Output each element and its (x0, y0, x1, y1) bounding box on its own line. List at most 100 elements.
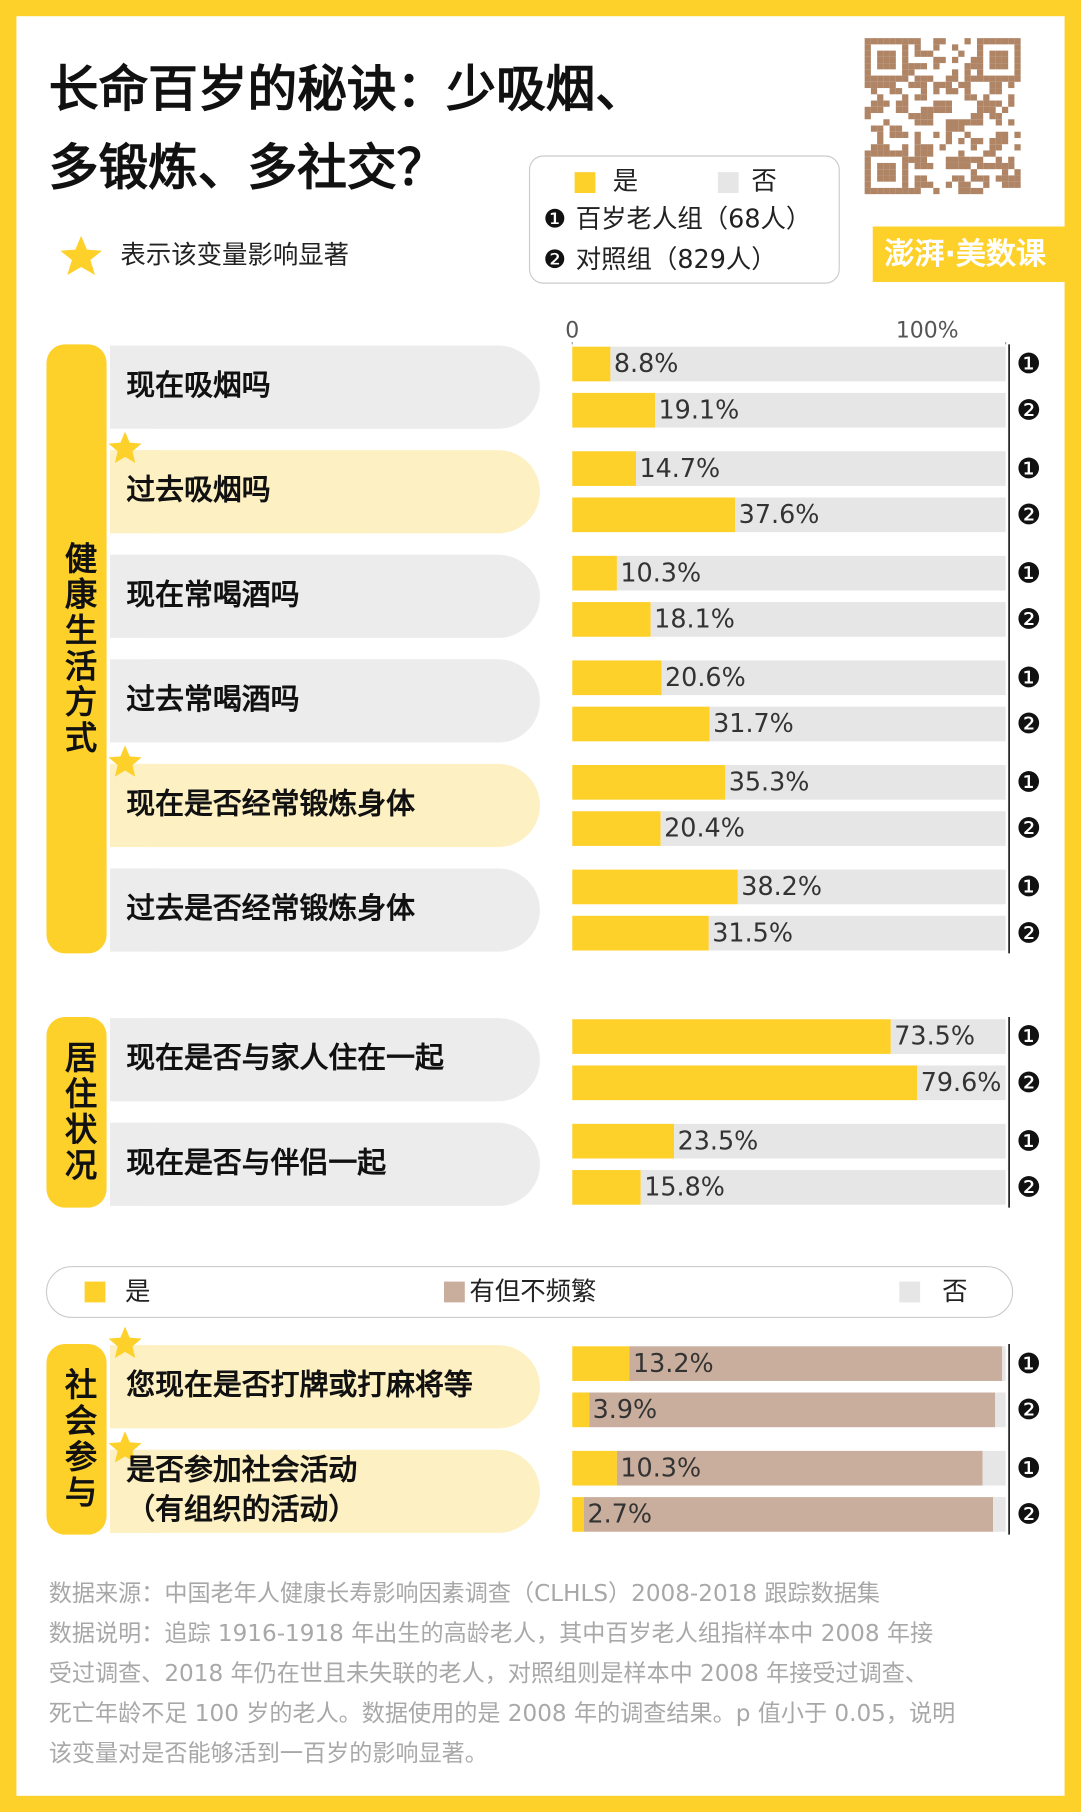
qr-cell (895, 187, 903, 195)
brand-box (872, 226, 1081, 282)
group-marker: ❷ (543, 244, 566, 274)
qr-cell (989, 137, 996, 145)
qr-cell (914, 156, 921, 163)
row-pill (110, 1345, 540, 1429)
title: 长命百岁的秘诀：少吸烟、 (49, 60, 645, 118)
qr-cell (877, 38, 884, 45)
qr-cell (870, 187, 878, 195)
section-band (46, 1016, 107, 1208)
qr-cell (920, 113, 928, 120)
category-label: 是否参加社会活动 (126, 1453, 357, 1487)
qr-cell (1001, 131, 1009, 138)
row-pill (110, 868, 540, 952)
qr-cell (883, 38, 890, 45)
legend-box (528, 155, 840, 284)
legend-swatch (717, 172, 739, 193)
group-marker: ❶ (1016, 1347, 1041, 1380)
qr-cell (970, 169, 977, 176)
qr-cell (933, 81, 940, 89)
qr-cell (933, 44, 940, 51)
qr-cell (895, 100, 903, 107)
qr-cell (895, 131, 903, 138)
qr-cell (976, 113, 984, 120)
qr-cell (902, 69, 909, 76)
legend-box (45, 1265, 1014, 1318)
qr-cell (976, 106, 984, 114)
qr-cell (864, 150, 871, 157)
qr-cell (1008, 81, 1015, 89)
qr-cell (902, 50, 909, 57)
qr-cell (964, 181, 971, 188)
qr-cell (914, 175, 921, 182)
qr-cell (927, 75, 934, 82)
qr-cell (945, 131, 953, 138)
qr-cell (902, 75, 909, 82)
qr-cell (995, 56, 1002, 64)
qr-cell (983, 75, 990, 82)
qr-cell (914, 75, 921, 82)
qr-cell (964, 119, 971, 126)
qr-cell (1008, 94, 1015, 101)
qr-cell (945, 119, 953, 126)
row-pill-left (110, 1122, 157, 1206)
bar (572, 1392, 590, 1428)
qr-cell (989, 63, 996, 70)
qr-cell (864, 50, 871, 57)
qr-cell (889, 38, 896, 45)
qr-cell (983, 100, 990, 107)
bar (572, 602, 651, 637)
qr-cell (902, 175, 909, 182)
qr-cell (877, 175, 884, 182)
value-label: 20.4% (664, 813, 745, 843)
star-icon (108, 745, 142, 777)
qr-cell (920, 162, 928, 170)
category-label: 现在是否与家人住在一起 (126, 1041, 445, 1075)
section-title: 健康生活方式 (60, 541, 98, 756)
bar (572, 765, 726, 800)
bar (572, 346, 611, 382)
star-icon (108, 1431, 142, 1463)
category-label: 您现在是否打牌或打麻将等 (126, 1368, 473, 1402)
qr-cell (1014, 181, 1021, 188)
qr-cell (914, 144, 921, 151)
qr-cell (864, 181, 871, 188)
qr-cell (933, 56, 940, 64)
qr-cell (995, 162, 1002, 170)
qr-cell (902, 44, 909, 51)
qr-cell (1014, 38, 1021, 45)
section-title: 社会参与 (60, 1368, 98, 1511)
qr-cell (939, 100, 946, 107)
value-label: 23.5% (678, 1125, 759, 1155)
footnote: 数据来源：中国老年人健康长寿影响因素调查（CLHLS）2008-2018 跟踪数… (49, 1581, 880, 1607)
qr-cell (902, 94, 909, 101)
qr-cell (908, 156, 915, 163)
qr-cell (877, 144, 884, 151)
bar (589, 1392, 996, 1428)
qr-cell (933, 100, 940, 107)
group-marker: ❷ (1016, 1393, 1041, 1426)
qr-cell (864, 81, 871, 89)
qr-cell (964, 69, 971, 76)
row-pill (110, 763, 540, 848)
qr-cell (877, 162, 884, 170)
qr-cell (1008, 119, 1015, 126)
row-pill (110, 450, 540, 534)
bar (572, 706, 710, 742)
qr-cell (927, 119, 934, 126)
qr-cell (920, 63, 928, 70)
qr-cell (902, 56, 909, 64)
qr-cell (870, 106, 878, 114)
group-marker: ❷ (1016, 916, 1041, 949)
qr-cell (964, 75, 971, 82)
qr-cell (889, 88, 896, 95)
qr-cell (989, 150, 996, 157)
qr-cell (995, 81, 1002, 89)
qr-cell (952, 125, 959, 132)
value-label: 79.6% (921, 1067, 1002, 1097)
group-marker: ❶ (1016, 1451, 1041, 1484)
qr-cell (958, 81, 965, 89)
legend-label: 是 (125, 1276, 150, 1306)
bar (660, 811, 1006, 846)
qr-cell (877, 169, 884, 176)
bar (635, 451, 1006, 486)
